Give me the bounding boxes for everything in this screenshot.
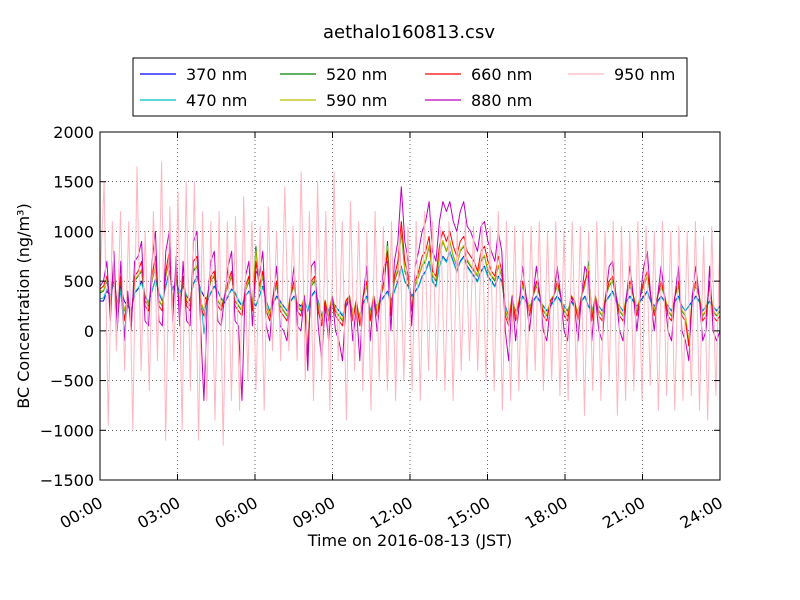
legend-label: 950 nm xyxy=(614,65,675,84)
y-tick-label: 1000 xyxy=(53,222,94,241)
y-tick-label: 2000 xyxy=(53,123,94,142)
x-tick-label: 21:00 xyxy=(599,493,648,533)
y-tick-label: −500 xyxy=(50,372,94,391)
x-tick-label: 06:00 xyxy=(212,493,261,533)
legend: 370 nm 470 nm 520 nm 590 nm 660 nm 880 nm 950 … xyxy=(132,57,688,117)
x-tick-label: 18:00 xyxy=(522,493,571,533)
y-tick-label: −1000 xyxy=(40,421,94,440)
legend-label: 590 nm xyxy=(326,91,387,110)
legend-box xyxy=(132,57,688,117)
series-layer xyxy=(99,161,721,446)
chart-title: aethalo160813.csv xyxy=(323,22,495,43)
x-tick-label: 09:00 xyxy=(289,493,338,533)
x-tick-label: 15:00 xyxy=(444,493,493,533)
x-tick-label: 03:00 xyxy=(134,493,183,533)
y-axis: 2000 1500 1000 500 0 −500 −1000 −1500 xyxy=(40,123,720,490)
y-tick-label: 1500 xyxy=(53,173,94,192)
legend-label: 370 nm xyxy=(186,65,247,84)
y-tick-label: 0 xyxy=(84,322,94,341)
legend-label: 660 nm xyxy=(471,65,532,84)
legend-label: 470 nm xyxy=(186,91,247,110)
series-line-950-nm xyxy=(99,161,721,446)
x-tick-label: 24:00 xyxy=(677,493,726,533)
x-tick-label: 00:00 xyxy=(57,493,106,533)
y-axis-label: BC Concentration (ng/m³) xyxy=(14,203,33,408)
y-tick-label: −1500 xyxy=(40,471,94,490)
legend-label: 880 nm xyxy=(471,91,532,110)
x-axis-label: Time on 2016-08-13 (JST) xyxy=(307,531,512,550)
legend-label: 520 nm xyxy=(326,65,387,84)
y-tick-label: 500 xyxy=(63,272,94,291)
x-tick-label: 12:00 xyxy=(367,493,416,533)
